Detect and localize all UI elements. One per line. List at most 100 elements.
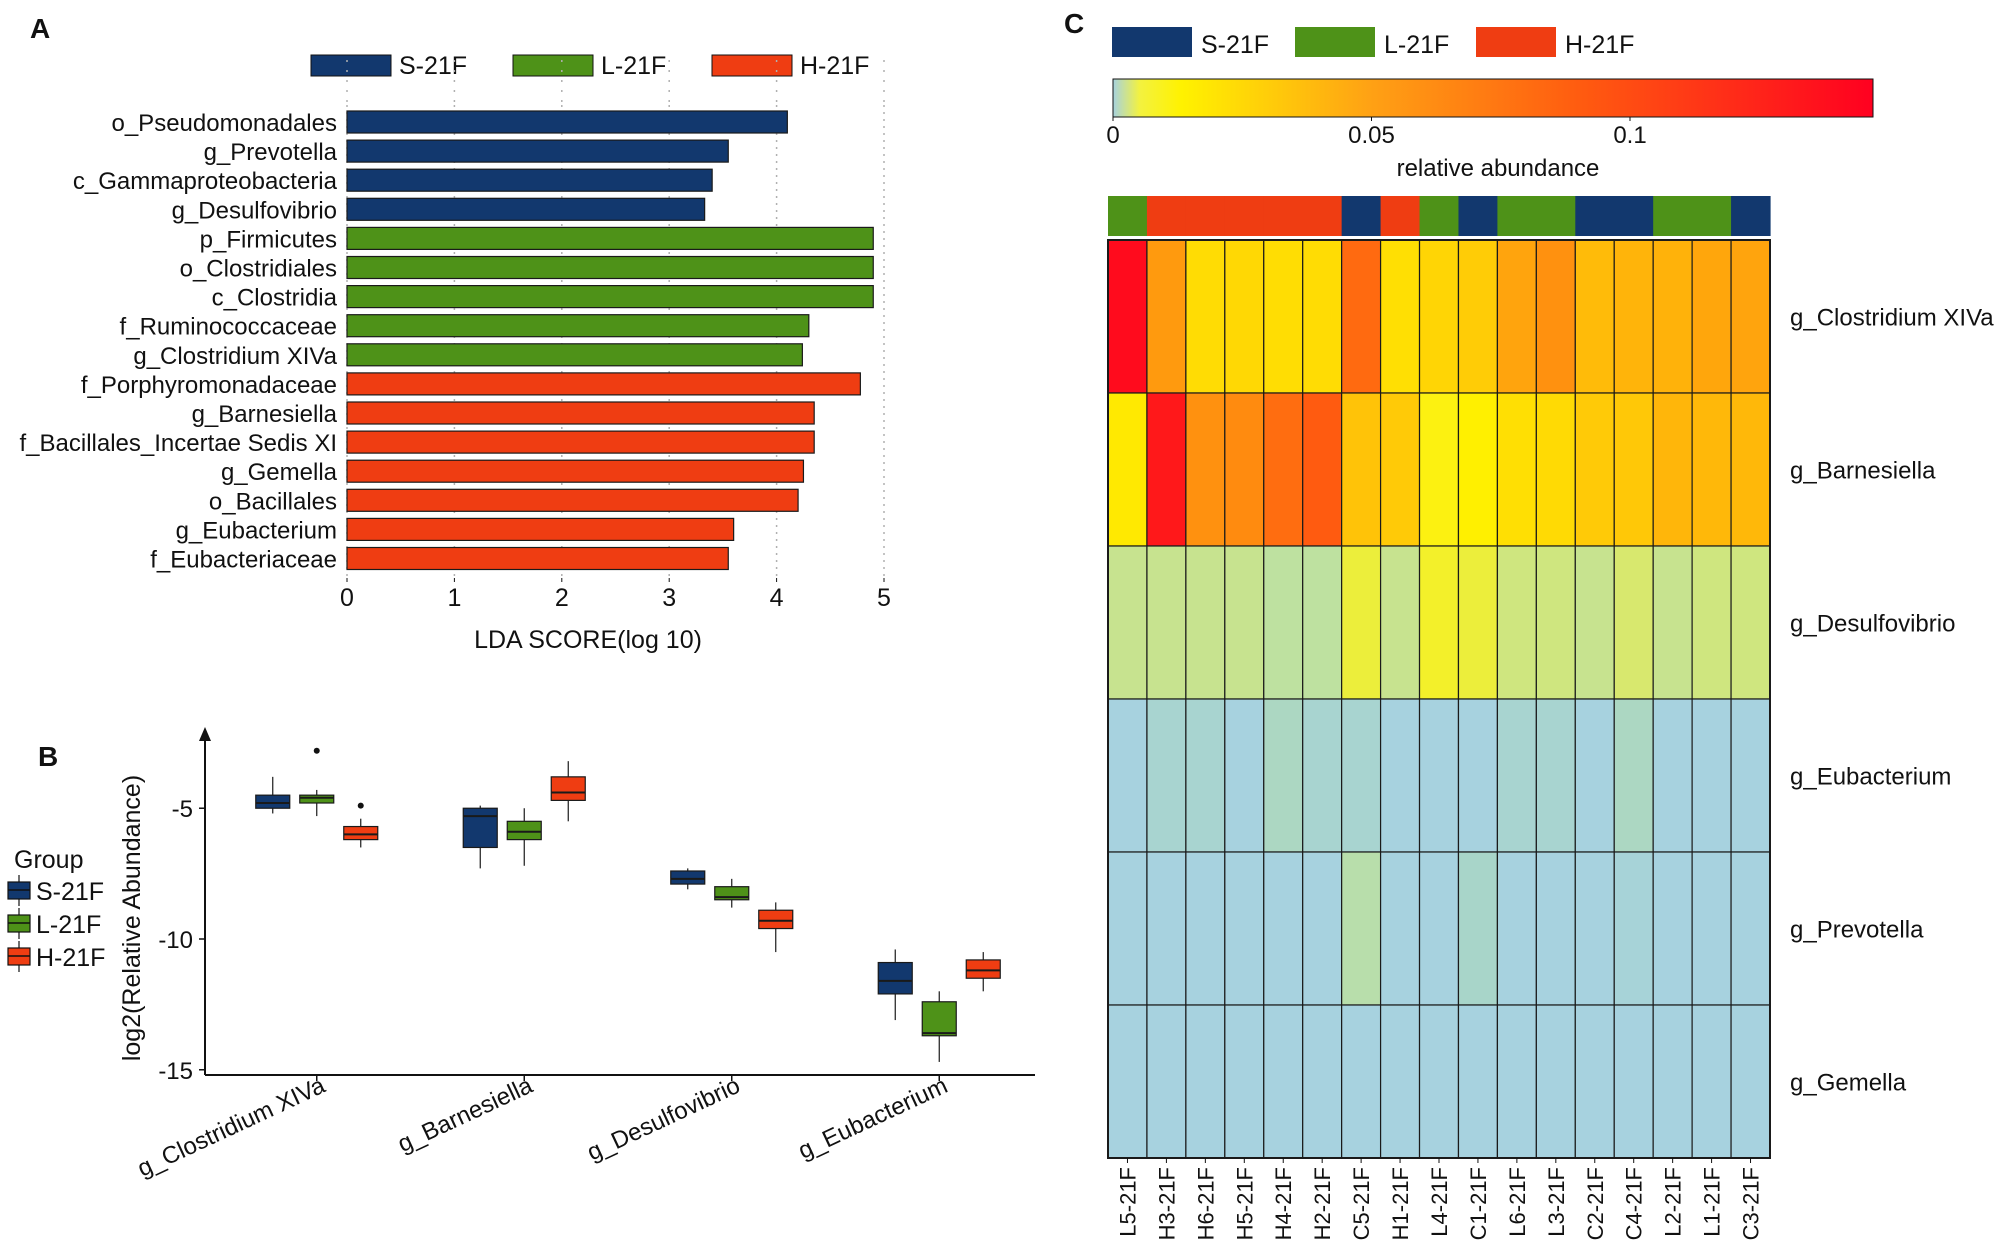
group-annotation-cell-14: [1653, 196, 1693, 236]
heatmap-cell-r0-c9: [1457, 239, 1499, 394]
heatmap-cell-r5-c4: [1263, 1004, 1304, 1159]
heatmap-cell-r0-c7: [1379, 239, 1421, 394]
box-body: [758, 909, 794, 930]
heatmap-cell-r2-c2: [1185, 545, 1226, 700]
heatmap-cell-r0-c11: [1535, 239, 1576, 394]
group-annotation-cell-9: [1458, 196, 1499, 236]
heatmap-cell-r5-c13: [1613, 1004, 1654, 1159]
legend-c-swatch-l: [1295, 27, 1375, 57]
heatmap-cell-r2-c3: [1224, 545, 1265, 700]
heatmap-col-label-8: L4-21F: [1427, 1167, 1452, 1237]
heatmap-cell-r4-c2: [1185, 851, 1226, 1006]
heatmap-cell-r0-c15: [1691, 239, 1732, 394]
lda-bar-label-4: p_Firmicutes: [200, 226, 337, 253]
panel-a-category-labels: o_Pseudomonadalesg_Prevotellac_Gammaprot…: [19, 110, 337, 574]
group-annotation-cell-2: [1185, 196, 1226, 236]
heatmap-cell-r3-c11: [1535, 698, 1576, 853]
group-annotation-cell-7: [1380, 196, 1421, 236]
group-annotation-cell-0: [1108, 196, 1148, 236]
heatmap-cell-r2-c11: [1535, 545, 1576, 700]
heatmap-cell-r3-c16: [1730, 698, 1771, 853]
legend-a-swatch-h: [711, 54, 793, 77]
lda-bar-label-3: g_Desulfovibrio: [172, 197, 337, 224]
heatmap-cell-r0-c0: [1107, 239, 1148, 394]
legend-c-label-h: H-21F: [1565, 31, 1634, 59]
heatmap-cell-r0-c16: [1730, 239, 1771, 394]
lda-bar-label-7: f_Ruminococcaceae: [120, 314, 337, 341]
legend-a-label-s: S-21F: [399, 52, 467, 80]
heatmap-row-label-1: g_Barnesiella: [1790, 458, 1936, 485]
heatmap-cell-r1-c12: [1574, 392, 1615, 547]
heatmap-col-label-9: C1-21F: [1466, 1167, 1491, 1240]
a-tick-label-3: 3: [662, 584, 676, 612]
heatmap-cell-r0-c12: [1574, 239, 1615, 394]
heatmap-cell-r3-c9: [1457, 698, 1499, 853]
panel-a-x-axis: 0 1 2 3 4 5: [340, 578, 891, 612]
group-annotation-cell-3: [1224, 196, 1265, 236]
heatmap-cell-r4-c16: [1730, 851, 1771, 1006]
heatmap-row-label-3: g_Eubacterium: [1790, 764, 1951, 791]
heatmap-cell-r1-c13: [1613, 392, 1654, 547]
heatmap-cell-r3-c2: [1185, 698, 1226, 853]
heatmap-col-label-14: L2-21F: [1661, 1167, 1686, 1237]
box-H-21F-3: [965, 952, 1001, 992]
lda-bar-label-1: g_Prevotella: [204, 139, 338, 166]
panel-b-ylabel: log2(Relative Abundance): [118, 775, 146, 1061]
group-annotation-cell-13: [1614, 196, 1654, 236]
heatmap-col-label-0: L5-21F: [1115, 1167, 1140, 1237]
heatmap-cell-r4-c8: [1418, 851, 1460, 1006]
heatmap-cell-r0-c3: [1224, 239, 1265, 394]
box-body: [462, 807, 498, 849]
box-outlier-0: [313, 747, 320, 754]
legend-b-key-h: [7, 941, 31, 972]
lda-bar-label-6: c_Clostridia: [212, 285, 338, 312]
heatmap-cell-r2-c13: [1613, 545, 1654, 700]
heatmap-cell-r1-c16: [1730, 392, 1771, 547]
box-body: [255, 794, 291, 809]
lda-bar-3: [346, 197, 706, 221]
heatmap-cell-r4-c11: [1535, 851, 1576, 1006]
box-L-21F-2: [714, 878, 750, 908]
lda-bar-label-2: c_Gammaproteobacteria: [73, 168, 338, 195]
heatmap-cell-r0-c4: [1263, 239, 1304, 394]
heatmap-cell-r3-c4: [1263, 698, 1304, 853]
lda-bar-label-10: g_Barnesiella: [192, 401, 338, 428]
heatmap-col-label-5: H2-21F: [1310, 1167, 1335, 1240]
heatmap-col-label-12: C2-21F: [1583, 1167, 1608, 1240]
heatmap-cell-r5-c9: [1457, 1004, 1499, 1159]
heatmap-cell-r2-c10: [1496, 545, 1537, 700]
heatmap-col-label-16: C3-21F: [1739, 1167, 1764, 1240]
heatmap-cell-r4-c10: [1496, 851, 1537, 1006]
heatmap-cell-r5-c2: [1185, 1004, 1226, 1159]
heatmap-cell-r0-c10: [1496, 239, 1537, 394]
heatmap-cell-r1-c10: [1496, 392, 1537, 547]
group-annotation-cell-1: [1146, 196, 1187, 236]
box-S-21F-2: [670, 868, 706, 890]
panel-c-column-labels: L5-21F H3-21F H6-21F H5-21F H4-21F H2-21F C5-2…: [1115, 1158, 1764, 1240]
lda-bar-14: [346, 517, 735, 542]
heatmap-cell-r4-c3: [1224, 851, 1265, 1006]
lda-bar-11: [346, 430, 815, 454]
lda-bar-label-11: f_Bacillales_Incertae Sedis XI: [19, 430, 337, 457]
heatmap-cell-r0-c1: [1146, 239, 1187, 394]
lda-bar-15: [346, 546, 729, 571]
box-H-21F-0: [343, 802, 379, 848]
legend-b-label-s: S-21F: [36, 878, 104, 906]
legend-b-title: Group: [14, 846, 83, 874]
legend-b-label-h: H-21F: [36, 944, 105, 972]
lda-bar-2: [346, 168, 713, 192]
colorbar-label: relative abundance: [1397, 155, 1600, 182]
heatmap-cell-r2-c6: [1341, 545, 1382, 700]
legend-b-key-s: [7, 875, 31, 906]
heatmap-cell-r0-c6: [1341, 239, 1382, 394]
lda-bar-8: [346, 343, 803, 367]
heatmap-cell-r4-c9: [1457, 851, 1499, 1006]
heatmap-cell-r2-c4: [1263, 545, 1304, 700]
group-annotation-cell-15: [1692, 196, 1732, 236]
heatmap-cell-r4-c15: [1691, 851, 1732, 1006]
legend-c-label-l: L-21F: [1384, 31, 1449, 59]
heatmap-cell-r5-c16: [1730, 1004, 1771, 1159]
heatmap-cell-r1-c8: [1418, 392, 1460, 547]
group-annotation-cell-6: [1341, 196, 1382, 236]
